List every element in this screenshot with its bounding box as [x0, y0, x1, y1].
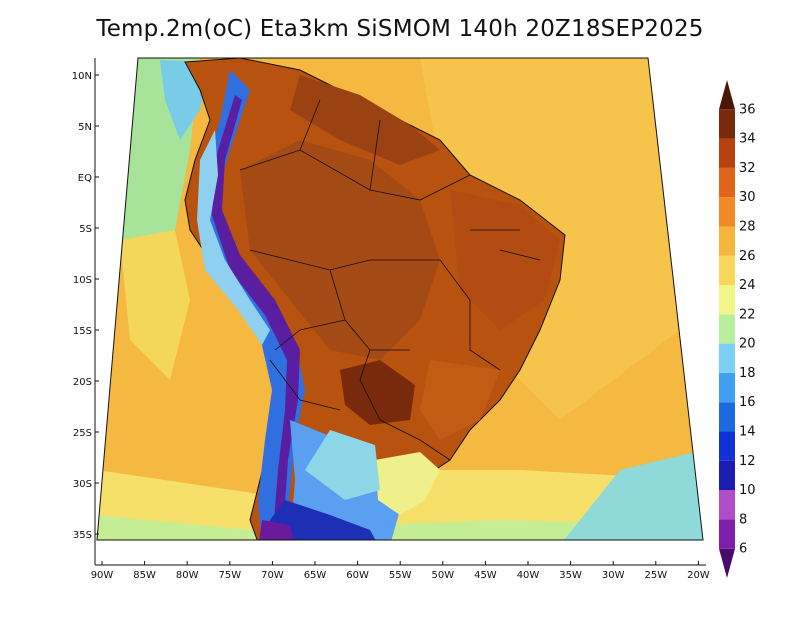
ocean-cool-southeast — [560, 450, 703, 540]
colorbar-label-3: 12 — [739, 454, 756, 469]
country-borders — [239, 99, 541, 461]
colorbar-bin-2 — [719, 490, 735, 520]
lon-label-4: 70W — [261, 570, 284, 581]
map-frame — [96, 57, 704, 541]
colorbar-label-11: 28 — [739, 219, 756, 234]
colorbar-bin-10 — [719, 255, 735, 286]
lon-label-9: 45W — [474, 570, 497, 581]
lon-label-3: 75W — [218, 570, 241, 581]
colorbar-label-7: 20 — [739, 337, 756, 352]
chaco-hottest — [340, 360, 415, 425]
colorbar-bin-13 — [719, 167, 735, 198]
lat-label-9: 35S — [73, 530, 92, 541]
lon-label-6: 60W — [346, 570, 369, 581]
colorbar-bin-15 — [719, 109, 735, 139]
lat-label-8: 30S — [73, 479, 92, 490]
colorbar-bin-7 — [719, 343, 735, 373]
andes-light-edge — [197, 130, 270, 345]
lon-label-14: 20W — [687, 570, 710, 581]
colorbar-label-5: 16 — [739, 395, 756, 410]
lon-label-1: 85W — [133, 570, 156, 581]
lon-label-12: 30W — [602, 570, 625, 581]
colorbar-label-4: 14 — [739, 425, 756, 440]
colorbar-bin-4 — [719, 431, 735, 461]
lat-label-5: 15S — [73, 326, 92, 337]
latitude-labels: 10N 5N EQ 5S 10S 15S 20S 25S 30S 35S — [72, 71, 99, 541]
northeast-hot — [450, 190, 560, 330]
lat-label-0: 10N — [72, 71, 92, 82]
colorbar-bin-16 — [719, 80, 735, 110]
lat-label-3: 5S — [79, 224, 92, 235]
lon-label-8: 50W — [431, 570, 454, 581]
colorbar-bin-8 — [719, 314, 735, 344]
ocean-yellow-pacific — [120, 230, 190, 380]
patagonia-cold — [265, 500, 380, 540]
lon-label-2: 80W — [176, 570, 199, 581]
southeast-brazil-warm — [420, 360, 500, 440]
colorbar-label-9: 24 — [739, 278, 756, 293]
colorbar-label-1: 8 — [739, 512, 747, 527]
amazon-hot-core — [240, 140, 440, 360]
colorbar-bin-5 — [719, 402, 735, 432]
colorbar-label-14: 34 — [739, 132, 756, 147]
lon-label-13: 25W — [644, 570, 667, 581]
lat-label-7: 25S — [73, 428, 92, 439]
lat-label-6: 20S — [73, 377, 92, 388]
uruguay-region — [375, 452, 440, 515]
guiana-hot — [290, 75, 440, 165]
colorbar-label-2: 10 — [739, 483, 756, 498]
andes-peaks — [212, 95, 300, 540]
colorbar-label-6: 18 — [739, 366, 756, 381]
lat-label-1: 5N — [78, 122, 92, 133]
colorbar-label-12: 30 — [739, 190, 756, 205]
colorbar-label-8: 22 — [739, 307, 756, 322]
colorbar-bin-12 — [719, 197, 735, 227]
lon-label-11: 35W — [559, 570, 582, 581]
colorbar-bin-1 — [719, 519, 735, 549]
colorbar-label-0: 6 — [739, 542, 747, 557]
map-title: Temp.2m(oC) Eta3km SiSMOM 140h 20Z18SEP2… — [96, 16, 704, 42]
colorbar-label-15: 36 — [739, 102, 756, 117]
lon-label-10: 40W — [517, 570, 540, 581]
lon-label-0: 90W — [91, 570, 114, 581]
colorbar: 6 8 10 12 14 16 18 20 22 24 26 28 30 32 34 36 — [719, 80, 756, 578]
lon-label-5: 65W — [304, 570, 327, 581]
lat-label-2: EQ — [78, 173, 92, 184]
argentina-mild — [305, 430, 380, 500]
longitude-labels: 90W 85W 80W 75W 70W 65W 60W 55W 50W 45W 40W 35W 30W 2… — [91, 561, 710, 581]
colorbar-bin-11 — [719, 226, 735, 256]
map-domain — [97, 58, 703, 540]
colorbar-bin-6 — [719, 372, 735, 403]
ocean-cooler-south — [97, 515, 703, 540]
colorbar-label-10: 26 — [739, 249, 756, 264]
colorbar-bin-0 — [719, 548, 735, 578]
patagonia-coldest — [258, 520, 295, 540]
colorbar-bin-9 — [719, 285, 735, 315]
lon-label-7: 55W — [389, 570, 412, 581]
lat-label-4: 10S — [73, 275, 92, 286]
colorbar-label-13: 32 — [739, 161, 756, 176]
colorbar-bin-3 — [719, 460, 735, 491]
colorbar-bin-14 — [719, 138, 735, 168]
